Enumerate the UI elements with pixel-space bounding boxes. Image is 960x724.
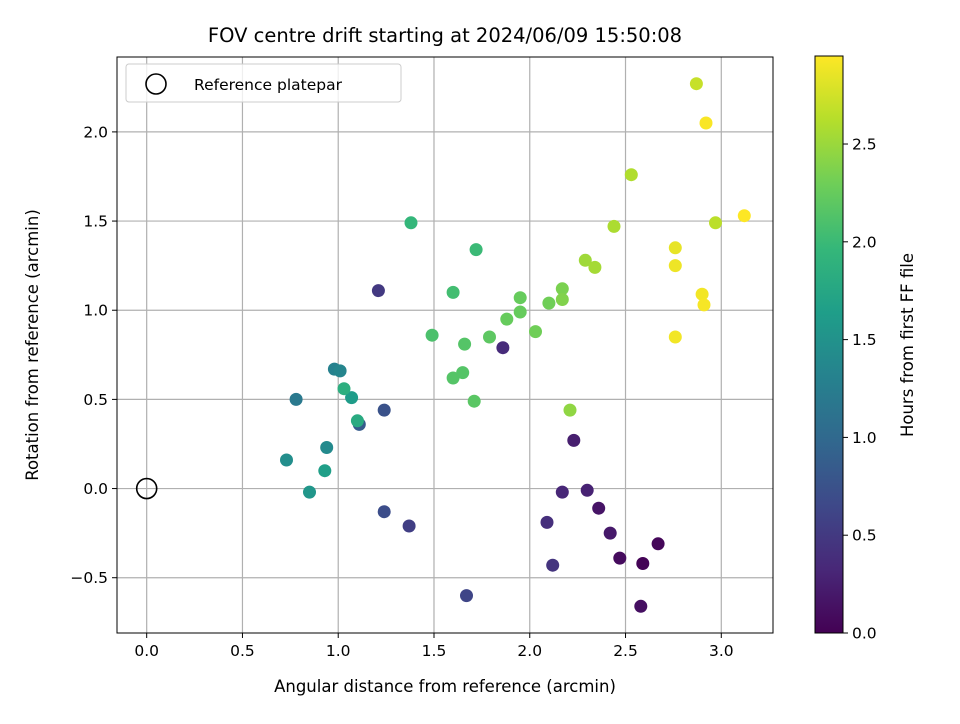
chart-title: FOV centre drift starting at 2024/06/09 … <box>208 24 682 47</box>
grid <box>117 57 773 633</box>
data-point <box>668 241 682 255</box>
data-point <box>345 391 359 405</box>
data-point <box>542 296 556 310</box>
colorbar-label: Hours from first FF file <box>898 253 917 437</box>
data-point <box>651 537 665 551</box>
y-tick-label: −0.5 <box>70 569 108 587</box>
data-point <box>695 287 709 301</box>
data-point <box>446 285 460 299</box>
data-point <box>404 216 418 230</box>
y-tick-label: 1.5 <box>83 213 108 231</box>
data-point <box>460 589 473 603</box>
data-point <box>469 243 483 257</box>
data-point <box>737 209 751 223</box>
legend: Reference platepar <box>125 63 402 103</box>
data-point <box>513 291 527 305</box>
data-point <box>567 433 581 447</box>
data-point <box>402 519 416 533</box>
y-tick-label: 1.0 <box>83 302 108 320</box>
data-point <box>377 403 391 417</box>
data-point <box>555 282 569 296</box>
colorbar-ticks: 0.0 0.5 1.0 1.5 2.0 2.5 <box>843 136 877 643</box>
data-point <box>337 382 351 396</box>
data-point <box>689 77 703 91</box>
data-point <box>555 293 569 306</box>
data-point <box>555 485 569 499</box>
data-point <box>668 259 682 273</box>
data-point <box>446 371 460 385</box>
data-point <box>320 441 334 454</box>
data-point <box>563 403 577 417</box>
data-point <box>371 284 385 298</box>
data-point <box>580 483 594 497</box>
x-tick-label: 1.5 <box>422 642 447 660</box>
data-point <box>603 526 617 540</box>
x-tick-label: 2.0 <box>517 642 542 660</box>
data-point <box>350 414 364 428</box>
y-tick-label: 2.0 <box>83 123 108 141</box>
data-point <box>483 330 496 344</box>
data-point <box>634 599 648 613</box>
data-point <box>668 330 682 344</box>
data-point <box>467 394 481 408</box>
x-tick-label: 0.0 <box>134 642 159 660</box>
x-tick-label: 2.5 <box>613 642 638 660</box>
legend-label: Reference platepar <box>194 76 343 94</box>
data-point <box>513 305 527 319</box>
y-axis-ticks: −0.5 0.0 0.5 1.0 1.5 2.0 <box>70 123 117 587</box>
legend-marker <box>145 73 167 95</box>
y-tick-label: 0.0 <box>83 480 108 498</box>
colorbar <box>814 55 844 634</box>
data-point <box>458 337 472 351</box>
data-point <box>529 325 542 339</box>
data-point <box>588 260 602 274</box>
data-point <box>456 366 470 380</box>
data-point <box>500 312 514 326</box>
data-point <box>636 557 650 570</box>
x-axis-ticks: 0.0 0.5 1.0 1.5 2.0 2.5 3.0 <box>134 633 734 660</box>
data-point <box>613 551 627 565</box>
data-point <box>540 515 554 529</box>
data-point <box>546 558 560 572</box>
data-point <box>607 219 621 233</box>
data-point <box>699 116 713 130</box>
data-point <box>425 328 439 342</box>
x-axis-label: Angular distance from reference (arcmin) <box>274 677 616 696</box>
data-point <box>289 392 303 406</box>
data-point <box>709 216 722 230</box>
data-point <box>624 168 638 182</box>
colorbar-tick-label: 0.0 <box>852 625 877 643</box>
x-tick-label: 0.5 <box>230 642 255 660</box>
data-point <box>496 341 510 355</box>
colorbar-tick-label: 1.0 <box>852 429 877 447</box>
colorbar-tick-label: 2.0 <box>852 233 877 251</box>
colorbar-tick-label: 2.5 <box>852 136 877 154</box>
data-point <box>592 501 606 515</box>
data-point <box>578 253 592 267</box>
y-tick-label: 0.5 <box>83 391 108 409</box>
colorbar-tick-label: 0.5 <box>852 527 877 545</box>
data-point <box>318 464 332 478</box>
data-point <box>377 505 391 519</box>
y-axis-label: Rotation from reference (arcmin) <box>23 209 42 481</box>
data-points <box>280 77 751 613</box>
plot-frame <box>116 56 774 634</box>
reference-marker <box>135 477 158 500</box>
data-point <box>697 298 711 312</box>
data-point <box>333 364 347 378</box>
x-tick-label: 3.0 <box>709 642 734 660</box>
data-point <box>280 453 293 467</box>
x-tick-label: 1.0 <box>326 642 351 660</box>
colorbar-tick-label: 1.5 <box>852 331 877 349</box>
legend-box <box>125 63 402 103</box>
data-point <box>303 485 316 499</box>
